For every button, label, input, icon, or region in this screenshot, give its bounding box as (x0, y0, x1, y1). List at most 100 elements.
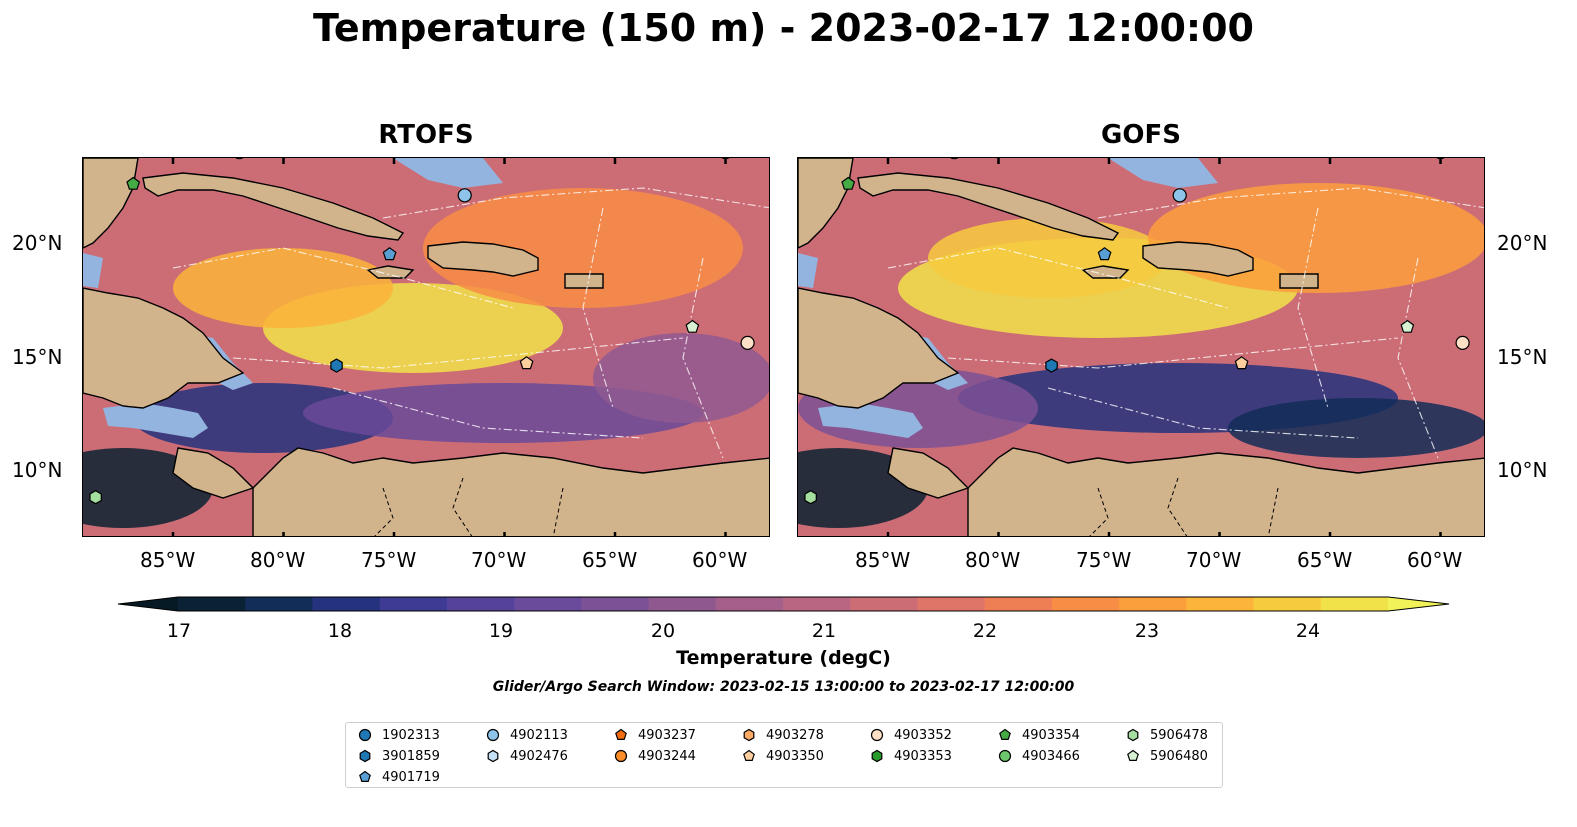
legend-marker (998, 749, 1012, 763)
float-marker (615, 728, 627, 740)
float-marker (1455, 335, 1470, 350)
cb-tick-17: 17 (166, 620, 192, 642)
legend-item: 4903244 (614, 747, 696, 765)
colorbar-bin (379, 597, 448, 611)
temperature-field (173, 248, 393, 328)
map-rtofs[interactable] (82, 157, 770, 537)
cb-tick-23: 23 (1134, 620, 1160, 642)
float-marker (999, 728, 1011, 740)
float-marker (870, 728, 884, 742)
legend-item: 4902476 (486, 747, 568, 765)
country-border (1267, 487, 1279, 536)
float-marker (743, 728, 755, 742)
float-marker (804, 490, 817, 505)
float-marker (743, 749, 755, 761)
float-marker (841, 176, 856, 190)
land-yucatan (798, 158, 854, 249)
eez-boundary (582, 207, 614, 409)
float-marker (358, 728, 372, 742)
eez-boundary (1297, 207, 1329, 409)
country-border (452, 477, 473, 536)
float-marker (721, 158, 730, 160)
float-marker (1045, 358, 1058, 373)
lon-tick-85w-left: 85°W (140, 548, 196, 572)
country-border (1089, 487, 1109, 536)
colorbar-bin (1051, 597, 1120, 611)
legend-item: 4903350 (742, 747, 824, 765)
float-marker (457, 188, 472, 203)
legend-marker (871, 749, 883, 763)
country-border (374, 487, 394, 536)
float-marker (382, 247, 397, 261)
legend-item: 4903352 (870, 726, 952, 744)
lat-tick-20n-right: 20°N (1497, 231, 1548, 255)
legend-marker (870, 728, 884, 742)
cb-tick-22: 22 (972, 620, 998, 642)
land-isthmus (172, 447, 255, 499)
lon-tick-65w-left: 65°W (582, 548, 638, 572)
shallow-water (1108, 158, 1218, 188)
colorbar-under (118, 597, 178, 611)
float-marker (486, 728, 500, 742)
legend-marker (999, 728, 1011, 740)
land-central_am (83, 287, 245, 409)
lat-tick-15n-left: 15°N (12, 345, 63, 369)
land-cuba (857, 172, 1120, 241)
colorbar-bin (245, 597, 314, 611)
legend-marker (614, 749, 628, 763)
cb-tick-18: 18 (327, 620, 353, 642)
legend-item: 4903278 (742, 726, 824, 744)
float-marker (871, 749, 883, 763)
cb-tick-24: 24 (1295, 620, 1321, 642)
land-jamaica (1081, 265, 1130, 279)
panel-title-rtofs: RTOFS (378, 120, 474, 150)
colorbar-bin (984, 597, 1053, 611)
float-marker (740, 335, 755, 350)
lat-tick-15n-right: 15°N (1497, 345, 1548, 369)
legend-item: 5906478 (1126, 726, 1208, 744)
colorbar (118, 596, 1450, 612)
legend-item: 3901859 (358, 747, 440, 765)
colorbar-bin (1320, 597, 1389, 611)
shallow-water (393, 158, 503, 188)
legend-item: 1902313 (358, 726, 440, 744)
eez-boundary (887, 247, 1229, 309)
panel-title-gofs: GOFS (1101, 120, 1181, 150)
colorbar-bin (446, 597, 515, 611)
float-marker (487, 749, 499, 763)
float-marker (1436, 158, 1445, 160)
lon-tick-85w-right: 85°W (855, 548, 911, 572)
land-jamaica (366, 265, 415, 279)
eez-boundary (947, 337, 1399, 369)
lon-tick-60w-left: 60°W (692, 548, 748, 572)
map-gofs[interactable] (797, 157, 1485, 537)
float-marker (1234, 356, 1249, 370)
legend-marker (486, 728, 500, 742)
colorbar-label: Temperature (degC) (676, 647, 891, 669)
eez-boundary (1047, 387, 1359, 439)
float-marker (235, 158, 244, 160)
cb-tick-21: 21 (811, 620, 837, 642)
shallow-water (103, 403, 208, 438)
lon-tick-75w-left: 75°W (361, 548, 417, 572)
land-isthmus (887, 447, 970, 499)
lon-tick-80w-right: 80°W (965, 548, 1021, 572)
land-hispaniola (427, 241, 539, 277)
legend-marker (615, 728, 627, 740)
legend-item: 4903237 (614, 726, 696, 744)
lat-tick-20n-left: 20°N (12, 231, 63, 255)
land-hispaniola (1142, 241, 1254, 277)
cb-tick-19: 19 (488, 620, 514, 642)
colorbar-bin (715, 597, 784, 611)
legend-item: 4903354 (998, 726, 1080, 744)
float-marker (359, 770, 371, 782)
float-marker (1127, 728, 1139, 742)
colorbar-bin (178, 597, 246, 611)
colorbar-bin (850, 597, 919, 611)
eez-boundary (382, 187, 769, 219)
lat-tick-10n-right: 10°N (1497, 458, 1548, 482)
lon-tick-80w-left: 80°W (250, 548, 306, 572)
country-border (1167, 477, 1188, 536)
legend-item: 4902113 (486, 726, 568, 744)
eez-boundary (172, 247, 514, 309)
